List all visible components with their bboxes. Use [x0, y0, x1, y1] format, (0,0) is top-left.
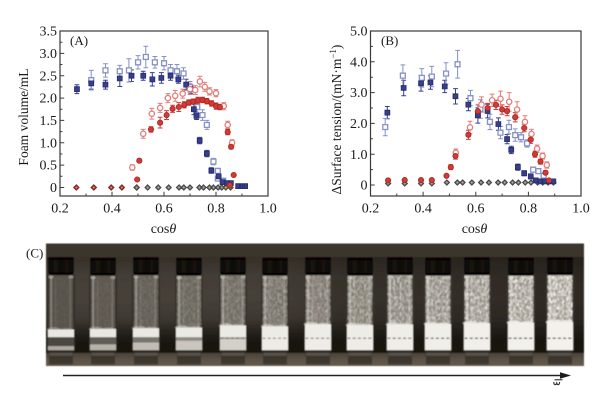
svg-text:1.5: 1.5 — [40, 114, 58, 129]
svg-text:2.0: 2.0 — [350, 117, 368, 132]
svg-text:0.4: 0.4 — [103, 202, 121, 217]
svg-text:0: 0 — [361, 179, 368, 194]
svg-text:0.6: 0.6 — [155, 202, 173, 217]
svg-text:3.0: 3.0 — [350, 86, 368, 101]
svg-text:cosθ: cosθ — [462, 222, 488, 237]
svg-text:0.8: 0.8 — [207, 202, 225, 217]
svg-text:0.2: 0.2 — [51, 202, 69, 217]
svg-text:0.2: 0.2 — [362, 202, 380, 217]
svg-text:ΔSurface tension/(mN·m−1): ΔSurface tension/(mN·m−1) — [328, 45, 344, 195]
svg-text:0: 0 — [50, 181, 57, 196]
svg-text:cosθ: cosθ — [151, 222, 177, 237]
svg-text:1.0: 1.0 — [259, 202, 277, 217]
svg-text:1.0: 1.0 — [40, 136, 58, 151]
svg-text:0.5: 0.5 — [40, 159, 58, 174]
svg-text:2.0: 2.0 — [40, 92, 58, 107]
svg-text:3.5: 3.5 — [40, 25, 58, 40]
svg-text:(B): (B) — [381, 33, 398, 48]
svg-text:1.0: 1.0 — [572, 202, 590, 217]
svg-text:2.5: 2.5 — [40, 69, 58, 84]
svg-text:Foam volume/mL: Foam volume/mL — [16, 68, 31, 165]
svg-text:1.0: 1.0 — [350, 148, 368, 163]
svg-text:3.0: 3.0 — [40, 47, 58, 62]
svg-text:5.0: 5.0 — [350, 25, 368, 40]
svg-text:0.8: 0.8 — [520, 202, 538, 217]
svg-text:0.4: 0.4 — [414, 202, 432, 217]
svg-text:4.0: 4.0 — [350, 55, 368, 70]
svg-text:(A): (A) — [70, 33, 88, 48]
svg-text:0.6: 0.6 — [467, 202, 485, 217]
svg-text:(C): (C) — [26, 246, 43, 261]
